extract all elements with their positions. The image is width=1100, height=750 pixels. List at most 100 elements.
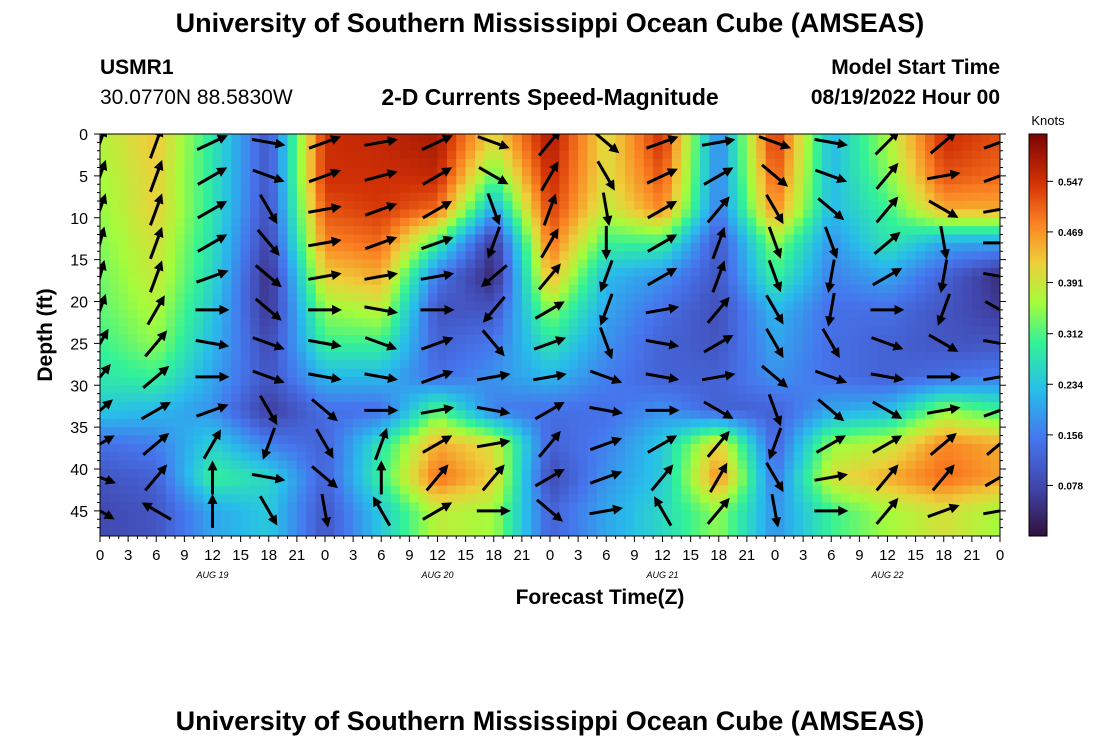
heat-cell xyxy=(418,410,429,420)
heat-cell xyxy=(671,460,682,470)
heat-cell xyxy=(746,167,757,177)
heat-cell xyxy=(325,192,335,202)
heat-cell xyxy=(578,343,589,353)
heat-cell xyxy=(606,217,617,227)
heat-cell xyxy=(456,192,467,202)
heat-cell xyxy=(221,251,232,261)
heat-cell xyxy=(418,351,429,361)
heat-cell xyxy=(259,326,270,336)
heat-cell xyxy=(859,351,870,361)
heat-cell xyxy=(606,276,617,286)
heat-cell xyxy=(953,393,964,403)
heat-cell xyxy=(240,452,251,462)
heat-cell xyxy=(625,527,635,536)
heat-cell xyxy=(400,351,410,361)
heat-cell xyxy=(137,494,148,504)
heat-cell xyxy=(137,485,148,495)
heat-cell xyxy=(212,343,223,353)
heat-cell xyxy=(578,351,589,361)
heat-cell xyxy=(334,368,345,378)
heat-cell xyxy=(146,402,157,411)
heat-cell xyxy=(812,351,823,361)
heat-cell xyxy=(662,293,673,303)
heat-cell xyxy=(793,443,804,453)
heat-cell xyxy=(493,368,504,378)
heat-cell xyxy=(306,251,317,261)
heat-cell xyxy=(775,217,785,227)
heat-cell xyxy=(128,159,139,169)
heat-cell xyxy=(156,150,167,160)
heat-cell xyxy=(756,427,767,437)
heat-cell xyxy=(109,460,120,470)
heat-cell xyxy=(746,402,757,411)
heat-cell xyxy=(409,343,420,353)
heat-cell xyxy=(850,301,860,311)
heat-cell xyxy=(615,268,626,277)
heat-cell xyxy=(971,477,982,487)
heat-cell xyxy=(531,209,542,219)
heat-cell xyxy=(109,259,120,269)
heat-cell xyxy=(700,167,710,177)
heat-cell xyxy=(156,209,167,219)
heat-cell xyxy=(175,192,185,202)
heat-cell xyxy=(146,234,157,244)
heat-cell xyxy=(925,150,935,160)
heat-cell xyxy=(615,427,626,437)
heat-cell xyxy=(962,385,973,395)
heat-cell xyxy=(718,360,729,370)
heat-cell xyxy=(334,343,345,353)
heat-cell xyxy=(878,452,889,462)
heat-cell xyxy=(334,385,345,395)
heat-cell xyxy=(353,276,364,286)
heat-cell xyxy=(400,502,410,512)
heat-cell xyxy=(325,360,335,370)
heat-cell xyxy=(240,393,251,403)
heat-cell xyxy=(409,477,420,487)
current-arrow xyxy=(875,162,899,190)
heat-cell xyxy=(896,418,907,428)
heat-cell xyxy=(878,368,889,378)
arrow-head xyxy=(267,212,278,225)
heat-cell xyxy=(568,276,579,286)
heat-cell xyxy=(175,159,185,169)
current-arrow xyxy=(814,168,848,183)
heat-cell xyxy=(109,284,120,294)
heat-cell xyxy=(615,326,626,336)
heat-cell xyxy=(559,259,570,269)
heat-cell xyxy=(278,402,289,411)
arrow-head xyxy=(480,277,492,288)
heat-cell xyxy=(887,242,898,252)
heat-cell xyxy=(653,376,664,386)
heat-cell xyxy=(868,184,879,194)
heat-cell xyxy=(709,150,720,160)
heat-cell xyxy=(568,427,579,437)
heat-cell xyxy=(559,452,570,462)
heat-cell xyxy=(934,301,945,311)
heat-cell xyxy=(700,159,710,169)
heat-cell xyxy=(990,318,1000,328)
heat-cell xyxy=(437,226,448,236)
heat-cell xyxy=(484,443,495,453)
heat-cell xyxy=(925,368,935,378)
heat-cell xyxy=(296,309,307,319)
heat-cell xyxy=(428,192,439,202)
heat-cell xyxy=(587,326,598,336)
heat-cell xyxy=(850,284,860,294)
heat-cell xyxy=(165,527,176,536)
arrow-shaft xyxy=(645,137,673,150)
heat-cell xyxy=(521,427,532,437)
heat-cell xyxy=(109,293,120,303)
heat-cell xyxy=(775,477,785,487)
heat-cell xyxy=(878,343,889,353)
heat-cell xyxy=(203,402,214,411)
heat-cell xyxy=(381,142,392,152)
heat-cell xyxy=(587,268,598,277)
heat-cell xyxy=(231,435,242,445)
heat-cell xyxy=(475,502,485,512)
arrow-shaft xyxy=(534,303,560,320)
heat-cell xyxy=(400,402,410,411)
arrow-head xyxy=(153,134,164,138)
heat-cell xyxy=(653,343,664,353)
heat-cell xyxy=(531,251,542,261)
heat-cell xyxy=(446,335,457,344)
